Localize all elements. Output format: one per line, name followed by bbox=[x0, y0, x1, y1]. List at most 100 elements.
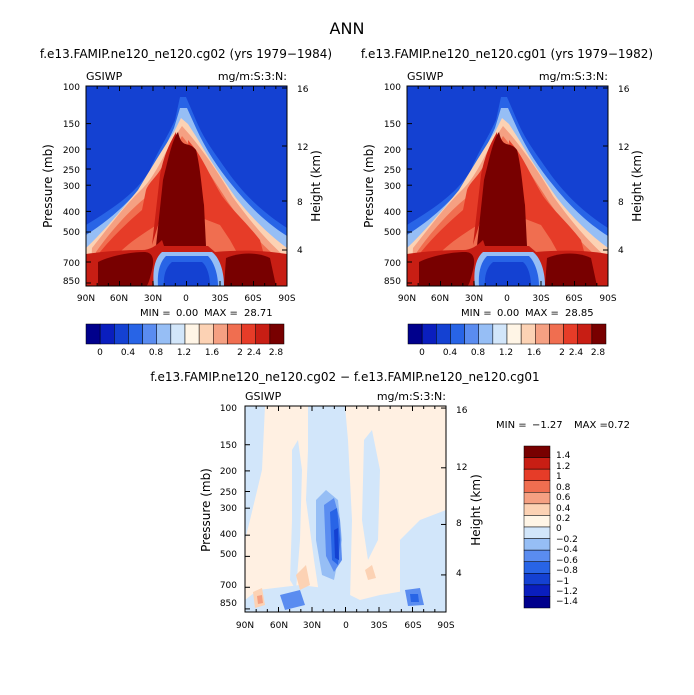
y-tick-label: 300 bbox=[220, 504, 237, 514]
colorbar-swatch bbox=[478, 323, 494, 345]
x-tick-label: 30N bbox=[465, 294, 483, 304]
min-label: MIN = bbox=[140, 308, 171, 319]
colorbar-label: −0.4 bbox=[556, 545, 578, 555]
y-tick-label: 300 bbox=[63, 182, 80, 192]
max-value: 28.71 bbox=[244, 308, 273, 319]
y-tick-label: 250 bbox=[63, 166, 80, 176]
y2-tick-label: 16 bbox=[618, 85, 630, 95]
colorbar-swatch bbox=[563, 323, 578, 345]
colorbar-label: 1.2 bbox=[177, 348, 191, 358]
y2-tick-label: 8 bbox=[297, 198, 303, 208]
y-tick-label: 250 bbox=[220, 488, 237, 498]
x-axis: 90N 60N 30N 0 30S 60S 90S bbox=[77, 294, 296, 304]
x-tick-label: 0 bbox=[343, 621, 349, 631]
min-value: 0.00 bbox=[497, 308, 519, 319]
y-axis: 100 150 200 250 300 400 500 700 850 bbox=[384, 83, 401, 287]
colorbar-label: 0.4 bbox=[556, 504, 571, 514]
colorbar-swatch bbox=[170, 323, 186, 345]
x-tick-label: 0 bbox=[183, 294, 189, 304]
field-plot bbox=[245, 406, 446, 612]
max-label: MAX = bbox=[204, 308, 238, 319]
colorbar-swatch bbox=[523, 549, 551, 562]
variable-label: GSIWP bbox=[407, 70, 444, 83]
colorbar-swatch bbox=[523, 503, 551, 516]
colorbar-labels: 1.4 1.2 1 0.8 0.6 0.4 0.2 0 −0.2 −0.4 −0… bbox=[556, 451, 578, 607]
colorbar-swatch bbox=[523, 457, 551, 470]
y2-axis-title: Height (km) bbox=[469, 474, 483, 545]
y-tick-label: 500 bbox=[63, 228, 80, 238]
panel-cg01: f.e13.FAMIP.ne120_ne120.cg01 (yrs 1979−1… bbox=[361, 47, 653, 358]
colorbar-swatch bbox=[156, 323, 172, 345]
x-tick-label: 30N bbox=[144, 294, 162, 304]
colorbar-swatch bbox=[436, 323, 451, 345]
colorbar-label: 0.8 bbox=[556, 483, 571, 493]
colorbar-label: 0.8 bbox=[471, 348, 486, 358]
y-tick-label: 200 bbox=[220, 467, 237, 477]
y2-axis-title: Height (km) bbox=[630, 150, 644, 221]
colorbar bbox=[523, 445, 551, 609]
colorbar-label: −1 bbox=[556, 577, 569, 587]
colorbar-label: 0 bbox=[419, 348, 425, 358]
colorbar-swatch bbox=[523, 468, 551, 481]
field-plot bbox=[407, 86, 608, 286]
colorbar-label: 2.4 bbox=[569, 348, 584, 358]
y2-tick-label: 16 bbox=[456, 406, 468, 416]
y2-tick-label: 8 bbox=[456, 519, 462, 529]
y-tick-label: 850 bbox=[384, 277, 401, 287]
colorbar-swatch bbox=[269, 323, 285, 345]
x-tick-label: 60S bbox=[565, 294, 582, 304]
colorbar-label: −1.2 bbox=[556, 587, 578, 597]
colorbar-swatch bbox=[492, 323, 508, 345]
y2-axis-title: Height (km) bbox=[309, 150, 323, 221]
colorbar-swatch bbox=[184, 323, 200, 345]
colorbar bbox=[85, 323, 285, 345]
colorbar-swatch bbox=[421, 323, 437, 345]
colorbar-swatch bbox=[241, 323, 256, 345]
colorbar-label: 2 bbox=[559, 348, 565, 358]
colorbar-label: 0.2 bbox=[556, 514, 570, 524]
colorbar-swatch bbox=[523, 561, 551, 574]
y-axis: 100 150 200 250 300 400 500 700 850 bbox=[220, 404, 237, 609]
colorbar-swatch bbox=[142, 323, 157, 345]
panel-title: f.e13.FAMIP.ne120_ne120.cg02 (yrs 1979−1… bbox=[40, 47, 332, 61]
x-tick-label: 30S bbox=[532, 294, 549, 304]
colorbar-labels: 0 0.4 0.8 1.2 1.6 2 2.4 2.8 bbox=[97, 348, 283, 358]
colorbar bbox=[407, 323, 607, 345]
y2-tick-label: 12 bbox=[297, 143, 308, 153]
panel-title: f.e13.FAMIP.ne120_ne120.cg02 − f.e13.FAM… bbox=[150, 370, 539, 384]
colorbar-label: −0.2 bbox=[556, 535, 578, 545]
colorbar-labels: 0 0.4 0.8 1.2 1.6 2 2.4 2.8 bbox=[419, 348, 605, 358]
colorbar-swatch bbox=[99, 323, 115, 345]
units-label: mg/m:S:3:N: bbox=[218, 70, 287, 83]
colorbar-swatch bbox=[114, 323, 129, 345]
colorbar-swatch bbox=[523, 492, 551, 505]
colorbar-label: 0.4 bbox=[443, 348, 458, 358]
colorbar-swatch bbox=[128, 323, 143, 345]
colorbar-label: 1 bbox=[556, 472, 562, 482]
colorbar-label: 0.8 bbox=[149, 348, 164, 358]
colorbar-label: 2.4 bbox=[247, 348, 262, 358]
colorbar-label: −0.8 bbox=[556, 566, 578, 576]
x-tick-label: 60S bbox=[404, 621, 421, 631]
y-axis-title: Pressure (mb) bbox=[199, 468, 213, 552]
colorbar-swatch bbox=[523, 538, 551, 551]
variable-label: GSIWP bbox=[245, 390, 282, 403]
colorbar-swatch bbox=[506, 323, 522, 345]
colorbar-swatch bbox=[577, 323, 593, 345]
colorbar-label: 0 bbox=[556, 524, 562, 534]
y-tick-label: 850 bbox=[63, 277, 80, 287]
colorbar-label: −0.6 bbox=[556, 556, 578, 566]
y2-tick-label: 4 bbox=[297, 246, 303, 256]
y-tick-label: 500 bbox=[384, 228, 401, 238]
colorbar-label: 1.2 bbox=[499, 348, 513, 358]
y2-tick-label: 12 bbox=[618, 143, 629, 153]
axis-ticks bbox=[85, 85, 609, 612]
colorbar-swatch bbox=[255, 323, 271, 345]
colorbar-swatch bbox=[198, 323, 214, 345]
y-tick-label: 100 bbox=[63, 83, 80, 93]
y-axis-title: Pressure (mb) bbox=[362, 144, 376, 228]
x-tick-label: 90S bbox=[437, 621, 454, 631]
y-tick-label: 200 bbox=[384, 146, 401, 156]
colorbar-swatch bbox=[227, 323, 242, 345]
